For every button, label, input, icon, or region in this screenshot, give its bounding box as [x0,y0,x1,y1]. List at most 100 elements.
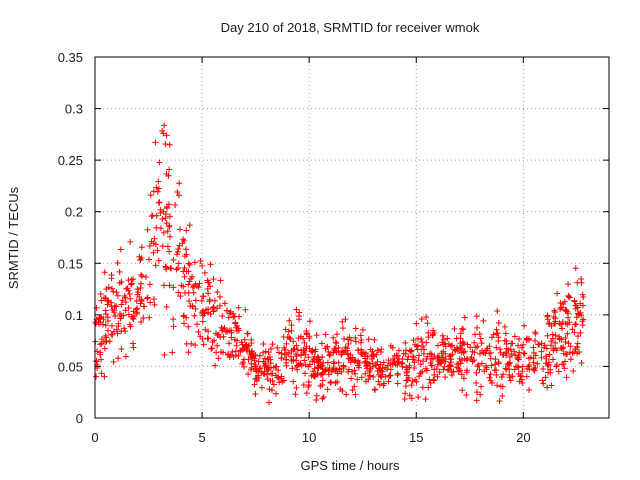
data-point [164,228,171,235]
data-point [225,314,232,321]
data-point [362,370,369,377]
data-point [109,331,116,338]
data-point [311,365,318,372]
data-point [473,389,480,396]
data-point [520,341,527,348]
y-tick-label: 0.25 [58,153,83,168]
data-point [275,367,282,374]
data-point [108,299,115,306]
data-point [507,346,514,353]
data-point [301,339,308,346]
data-point [530,344,537,351]
data-point [455,365,462,372]
data-point [548,338,555,345]
data-point [382,364,389,371]
data-point [317,359,324,366]
data-point [578,359,585,366]
data-point [442,356,449,363]
data-point [245,371,252,378]
data-point [375,378,382,385]
data-point [186,261,193,268]
data-point [408,382,415,389]
data-point [427,380,434,387]
data-point [436,369,443,376]
x-tick-label: 10 [302,430,316,445]
data-point [415,352,422,359]
data-point [245,356,252,363]
data-point [335,359,342,366]
data-point [574,333,581,340]
data-point [511,366,518,373]
data-point [146,281,153,288]
data-point [572,305,579,312]
data-point [181,320,188,327]
data-point [288,322,295,329]
data-point [557,299,564,306]
data-point [552,320,559,327]
data-point [503,345,510,352]
data-point [431,377,438,384]
data-point [478,360,485,367]
data-point [563,374,570,381]
data-point [138,254,145,261]
data-point [402,390,409,397]
data-point [374,358,381,365]
data-point [180,312,187,319]
data-point [283,340,290,347]
data-point [478,383,485,390]
data-point [99,321,106,328]
data-point [572,321,579,328]
data-point [140,314,147,321]
data-point [411,359,418,366]
data-point [380,380,387,387]
data-point [100,338,107,345]
data-point [350,357,357,364]
data-point [565,340,572,347]
data-point [498,374,505,381]
data-point [473,397,480,404]
data-point [410,337,417,344]
data-point [339,325,346,332]
data-point [305,383,312,390]
data-point [500,371,507,378]
data-point [460,375,467,382]
data-point [266,386,273,393]
data-point [310,356,317,363]
data-point [201,269,208,276]
data-point [185,323,192,330]
data-point [556,335,563,342]
data-point [159,215,166,222]
data-point [183,227,190,234]
data-point [427,359,434,366]
data-point [222,328,229,335]
data-point [515,364,522,371]
data-point [282,346,289,353]
data-point [177,226,184,233]
data-point [376,381,383,388]
data-point [471,339,478,346]
data-point [531,367,538,374]
data-point [454,361,461,368]
data-point [139,273,146,280]
data-point [367,372,374,379]
data-point [156,159,163,166]
data-point [218,324,225,331]
data-point [475,361,482,368]
data-point [116,279,123,286]
data-point [224,307,231,314]
data-point [237,347,244,354]
data-point [153,212,160,219]
data-point [416,373,423,380]
data-point [214,342,221,349]
data-point [334,378,341,385]
data-point [374,367,381,374]
data-point [161,282,168,289]
data-point [343,391,350,398]
data-point [103,338,110,345]
data-point [295,313,302,320]
data-point [570,367,577,374]
data-point [460,326,467,333]
data-point [313,392,320,399]
data-point [292,391,299,398]
data-point [240,363,247,370]
